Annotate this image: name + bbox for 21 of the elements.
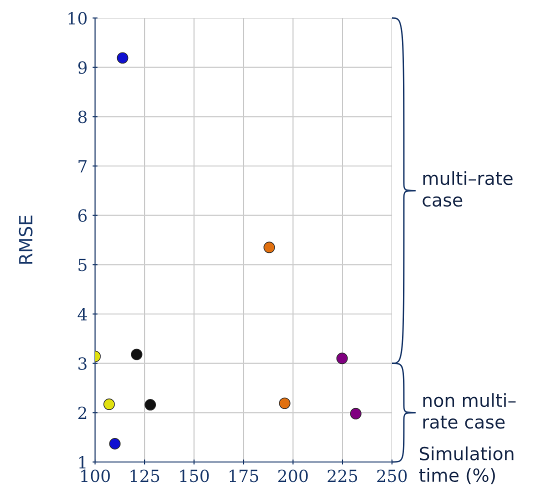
y-tick-label: 10	[68, 12, 87, 25]
y-tick-label: 2	[78, 406, 86, 419]
y-tick-label: 7	[78, 160, 87, 172]
y-tick-label: 4	[78, 308, 87, 320]
x-tick-label: 225	[328, 470, 358, 482]
y-axis-title: RMSE	[18, 216, 33, 264]
x-tick-label: 125	[130, 470, 160, 482]
x-tick-label: 100	[81, 470, 110, 482]
x-tick-label: 200	[278, 470, 308, 482]
x-tick-label: 150	[180, 470, 209, 482]
y-tick-label: 9	[78, 61, 87, 74]
y-tick-label: 8	[78, 110, 87, 124]
y-tick-label: 6	[78, 209, 87, 222]
y-tick-label: 1	[79, 456, 86, 468]
text: multi–rate case	[422, 171, 513, 207]
x-tick-label: 250	[377, 470, 407, 482]
y-tick-label: 3	[78, 357, 87, 370]
x-tick-label: 175	[230, 470, 258, 482]
text: non multi–rate case	[423, 393, 516, 429]
x-axis-title: Simulation time (%)	[419, 446, 514, 484]
y-tick-label: 5	[78, 258, 86, 272]
